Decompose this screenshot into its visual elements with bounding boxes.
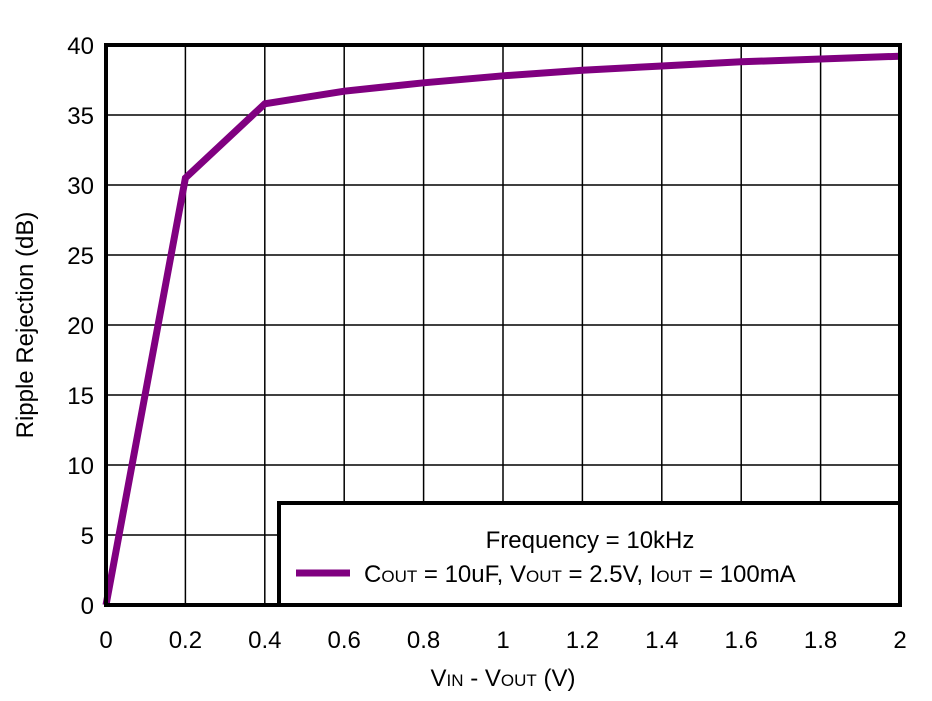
x-tick-label: 2 xyxy=(893,627,906,654)
y-tick-label: 30 xyxy=(67,173,94,200)
legend-title: Frequency = 10kHz xyxy=(486,527,695,554)
x-axis-label: VIN - VOUT (V) xyxy=(431,665,576,692)
legend-box xyxy=(277,501,902,607)
x-tick-label: 1.8 xyxy=(804,627,837,654)
x-tick-label: 0.6 xyxy=(328,627,361,654)
x-tick-label: 0.8 xyxy=(407,627,440,654)
series-line xyxy=(102,52,901,606)
x-tick-label: 0 xyxy=(99,627,112,654)
y-tick-label: 0 xyxy=(81,593,94,620)
x-tick-label: 1.2 xyxy=(566,627,599,654)
y-axis-label: Ripple Rejection (dB) xyxy=(12,212,39,439)
y-tick-label: 5 xyxy=(81,523,94,550)
x-tick-label: 0.2 xyxy=(169,627,202,654)
legend: Frequency = 10kHz COUT = 10uF, VOUT = 2.… xyxy=(277,501,902,607)
x-tick-label: 0.4 xyxy=(248,627,281,654)
x-tick-labels: 0 0.2 0.4 0.6 0.8 1 1.2 1.4 1.6 1.8 2 xyxy=(99,627,906,654)
y-tick-label: 15 xyxy=(67,383,94,410)
legend-label: COUT = 10uF, VOUT = 2.5V, IOUT = 100mA xyxy=(364,561,796,588)
x-tick-label: 1.4 xyxy=(645,627,678,654)
y-tick-label: 10 xyxy=(67,453,94,480)
y-tick-label: 20 xyxy=(67,313,94,340)
y-tick-label: 40 xyxy=(67,33,94,60)
x-tick-label: 1.6 xyxy=(725,627,758,654)
y-tick-label: 35 xyxy=(67,103,94,130)
x-tick-label: 1 xyxy=(496,627,509,654)
y-tick-labels: 0 5 10 15 20 25 30 35 40 xyxy=(67,33,94,620)
y-tick-label: 25 xyxy=(67,243,94,270)
